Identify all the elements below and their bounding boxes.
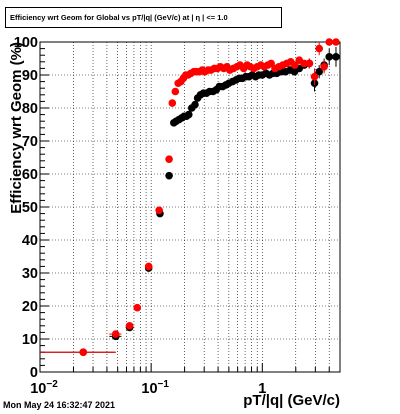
data-point [155, 206, 163, 215]
axis-ticks [39, 41, 341, 373]
data-point [325, 53, 334, 61]
data-point [310, 72, 319, 81]
x-tick-label: 10−1 [141, 379, 169, 397]
y-tick-label: 30 [22, 266, 38, 282]
y-axis-label: Efficiency wrt Geom (%) [8, 42, 25, 214]
data-point [332, 53, 340, 61]
axis-labels: 0 10 20 30 40 50 60 70 80 90 100 10−2 10−1 1pT/|q| (G… [8, 35, 340, 409]
data-point [125, 322, 134, 330]
x-axis-label: pT/|q| (GeV/c) [243, 392, 340, 409]
y-tick-label: 40 [22, 233, 38, 249]
data-point [315, 44, 324, 53]
y-tick-label: 60 [22, 167, 38, 183]
data-point [320, 62, 328, 71]
y-tick-label: 50 [22, 200, 38, 216]
data-point [171, 87, 180, 96]
y-tick-label: 20 [22, 299, 38, 315]
data-point [168, 99, 177, 107]
y-tick-label: 70 [22, 134, 38, 150]
data-point [325, 38, 334, 46]
data-point [144, 262, 153, 271]
data-point [305, 59, 314, 68]
data-points [40, 38, 340, 357]
data-point [165, 171, 173, 180]
series-red [40, 38, 340, 357]
y-tick-label: 0 [30, 365, 38, 381]
data-point [79, 348, 88, 357]
timestamp: Mon May 24 16:32:47 2021 [3, 400, 116, 410]
data-point [191, 100, 199, 109]
data-point [290, 61, 299, 69]
chart-title: Efficiency wrt Geom for Global vs pT/|q|… [5, 7, 282, 28]
data-point [111, 330, 120, 338]
y-tick-label: 80 [22, 101, 38, 117]
y-tick-label: 100 [14, 35, 38, 51]
data-point [165, 155, 173, 163]
series-black [40, 46, 340, 357]
x-tick-label: 1 [258, 381, 266, 397]
data-point [332, 38, 340, 46]
data-point [315, 67, 324, 76]
x-tick-label: 10−2 [30, 379, 58, 397]
data-point [184, 110, 193, 119]
y-tick-label: 10 [22, 332, 38, 348]
grid [40, 42, 340, 372]
y-tick-label: 90 [22, 68, 38, 84]
data-point [133, 303, 142, 312]
